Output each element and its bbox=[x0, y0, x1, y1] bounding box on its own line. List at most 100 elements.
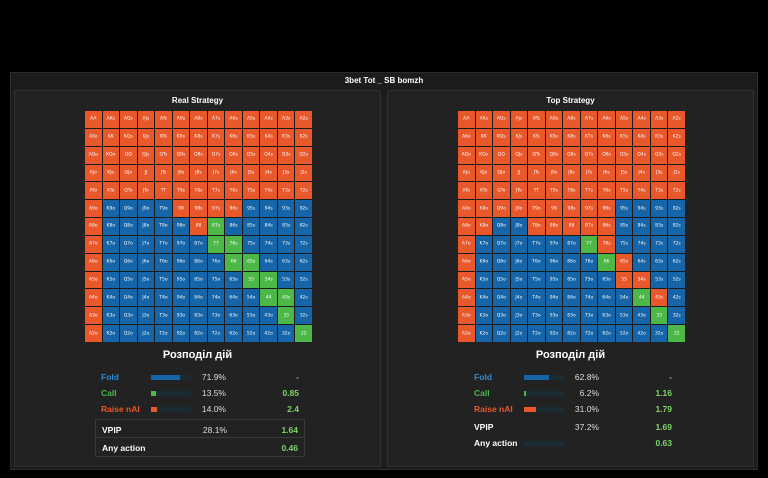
hand-cell-Q3o[interactable]: Q3o bbox=[120, 307, 137, 325]
hand-cell-55[interactable]: 55 bbox=[615, 271, 633, 289]
hand-cell-62s[interactable]: 62s bbox=[295, 253, 312, 271]
hand-cell-53s[interactable]: 53s bbox=[650, 271, 668, 289]
hand-cell-65s[interactable]: 65s bbox=[615, 253, 633, 271]
hand-cell-55[interactable]: 55 bbox=[242, 271, 260, 289]
hand-cell-95s[interactable]: 95s bbox=[615, 200, 633, 218]
hand-cell-84s[interactable]: 84s bbox=[633, 218, 650, 235]
hand-cell-T6s[interactable]: T6s bbox=[598, 182, 615, 200]
hand-cell-42o[interactable]: 42o bbox=[260, 325, 277, 342]
hand-cell-95o[interactable]: 95o bbox=[172, 271, 190, 289]
hand-cell-QTs[interactable]: QTs bbox=[155, 146, 172, 164]
hand-cell-Q2o[interactable]: Q2o bbox=[120, 325, 137, 342]
hand-cell-Q3s[interactable]: Q3s bbox=[650, 146, 668, 164]
hand-cell-Q6s[interactable]: Q6s bbox=[225, 146, 242, 164]
hand-cell-Q6s[interactable]: Q6s bbox=[598, 146, 615, 164]
hand-cell-52s[interactable]: 52s bbox=[295, 271, 312, 289]
hand-cell-ATo[interactable]: ATo bbox=[458, 182, 475, 200]
hand-cell-97s[interactable]: 97s bbox=[207, 200, 225, 218]
hand-cell-32o[interactable]: 32o bbox=[277, 325, 295, 342]
hand-cell-JTo[interactable]: JTo bbox=[510, 182, 528, 200]
hand-cell-AKs[interactable]: AKs bbox=[102, 111, 120, 128]
hand-cell-K4s[interactable]: K4s bbox=[633, 128, 650, 146]
hand-cell-32o[interactable]: 32o bbox=[650, 325, 668, 342]
hand-cell-KTo[interactable]: KTo bbox=[102, 182, 120, 200]
hand-cell-33[interactable]: 33 bbox=[277, 307, 295, 325]
hand-cell-94o[interactable]: 94o bbox=[545, 289, 563, 307]
hand-cell-94s[interactable]: 94s bbox=[260, 200, 277, 218]
hand-cell-A9s[interactable]: A9s bbox=[172, 111, 190, 128]
hand-cell-AQs[interactable]: AQs bbox=[120, 111, 137, 128]
hand-cell-J9o[interactable]: J9o bbox=[137, 200, 155, 218]
hand-cell-J3s[interactable]: J3s bbox=[277, 164, 295, 182]
hand-cell-J7s[interactable]: J7s bbox=[207, 164, 225, 182]
hand-cell-65o[interactable]: 65o bbox=[598, 271, 615, 289]
hand-cell-A4s[interactable]: A4s bbox=[260, 111, 277, 128]
hand-cell-64o[interactable]: 64o bbox=[598, 289, 615, 307]
hand-cell-T9o[interactable]: T9o bbox=[528, 200, 545, 218]
hand-cell-J7o[interactable]: J7o bbox=[137, 235, 155, 253]
hand-cell-QJo[interactable]: QJo bbox=[493, 164, 510, 182]
hand-cell-73o[interactable]: 73o bbox=[580, 307, 598, 325]
hand-cell-Q5o[interactable]: Q5o bbox=[493, 271, 510, 289]
hand-cell-Q8o[interactable]: Q8o bbox=[120, 218, 137, 235]
hand-cell-A5s[interactable]: A5s bbox=[615, 111, 633, 128]
hand-cell-T6o[interactable]: T6o bbox=[155, 253, 172, 271]
hand-cell-J8s[interactable]: J8s bbox=[563, 164, 580, 182]
hand-cell-T7s[interactable]: T7s bbox=[580, 182, 598, 200]
hand-cell-T4s[interactable]: T4s bbox=[633, 182, 650, 200]
hand-cell-T8s[interactable]: T8s bbox=[563, 182, 580, 200]
hand-cell-A7s[interactable]: A7s bbox=[580, 111, 598, 128]
hand-cell-J5s[interactable]: J5s bbox=[615, 164, 633, 182]
hand-cell-74o[interactable]: 74o bbox=[207, 289, 225, 307]
hand-cell-33[interactable]: 33 bbox=[650, 307, 668, 325]
hand-cell-76o[interactable]: 76o bbox=[207, 253, 225, 271]
hand-cell-J9o[interactable]: J9o bbox=[510, 200, 528, 218]
hand-cell-T7s[interactable]: T7s bbox=[207, 182, 225, 200]
hand-cell-86o[interactable]: 86o bbox=[563, 253, 580, 271]
hand-cell-T3o[interactable]: T3o bbox=[528, 307, 545, 325]
hand-cell-K7s[interactable]: K7s bbox=[207, 128, 225, 146]
hand-cell-86o[interactable]: 86o bbox=[190, 253, 207, 271]
hand-cell-K5o[interactable]: K5o bbox=[475, 271, 493, 289]
hand-cell-K2s[interactable]: K2s bbox=[295, 128, 312, 146]
hand-cell-87s[interactable]: 87s bbox=[207, 218, 225, 235]
hand-cell-92o[interactable]: 92o bbox=[545, 325, 563, 342]
hand-cell-T8s[interactable]: T8s bbox=[190, 182, 207, 200]
hand-cell-K2o[interactable]: K2o bbox=[475, 325, 493, 342]
hand-cell-98s[interactable]: 98s bbox=[190, 200, 207, 218]
hand-cell-93s[interactable]: 93s bbox=[650, 200, 668, 218]
hand-cell-T7o[interactable]: T7o bbox=[155, 235, 172, 253]
hand-cell-76s[interactable]: 76s bbox=[225, 235, 242, 253]
hand-cell-43o[interactable]: 43o bbox=[633, 307, 650, 325]
hand-cell-K8s[interactable]: K8s bbox=[190, 128, 207, 146]
hand-cell-K3o[interactable]: K3o bbox=[102, 307, 120, 325]
hand-cell-A6o[interactable]: A6o bbox=[458, 253, 475, 271]
hand-cell-T8o[interactable]: T8o bbox=[155, 218, 172, 235]
hand-cell-J8o[interactable]: J8o bbox=[137, 218, 155, 235]
hand-cell-K9o[interactable]: K9o bbox=[102, 200, 120, 218]
hand-cell-94s[interactable]: 94s bbox=[633, 200, 650, 218]
hand-cell-85o[interactable]: 85o bbox=[190, 271, 207, 289]
hand-cell-J2s[interactable]: J2s bbox=[668, 164, 685, 182]
hand-cell-Q2o[interactable]: Q2o bbox=[493, 325, 510, 342]
hand-cell-64o[interactable]: 64o bbox=[225, 289, 242, 307]
hand-cell-T4s[interactable]: T4s bbox=[260, 182, 277, 200]
hand-cell-K8o[interactable]: K8o bbox=[475, 218, 493, 235]
hand-cell-77[interactable]: 77 bbox=[580, 235, 598, 253]
hand-cell-QTs[interactable]: QTs bbox=[528, 146, 545, 164]
hand-cell-97o[interactable]: 97o bbox=[172, 235, 190, 253]
hand-cell-52s[interactable]: 52s bbox=[668, 271, 685, 289]
hand-cell-73s[interactable]: 73s bbox=[650, 235, 668, 253]
hand-cell-J6o[interactable]: J6o bbox=[137, 253, 155, 271]
hand-cell-QTo[interactable]: QTo bbox=[493, 182, 510, 200]
hand-cell-K3s[interactable]: K3s bbox=[277, 128, 295, 146]
hand-cell-QTo[interactable]: QTo bbox=[120, 182, 137, 200]
hand-cell-T5s[interactable]: T5s bbox=[615, 182, 633, 200]
hand-cell-Q9o[interactable]: Q9o bbox=[120, 200, 137, 218]
hand-cell-A9o[interactable]: A9o bbox=[85, 200, 102, 218]
hand-cell-KQo[interactable]: KQo bbox=[475, 146, 493, 164]
hand-cell-92o[interactable]: 92o bbox=[172, 325, 190, 342]
hand-cell-J4s[interactable]: J4s bbox=[260, 164, 277, 182]
hand-cell-JTs[interactable]: JTs bbox=[528, 164, 545, 182]
hand-cell-75o[interactable]: 75o bbox=[580, 271, 598, 289]
